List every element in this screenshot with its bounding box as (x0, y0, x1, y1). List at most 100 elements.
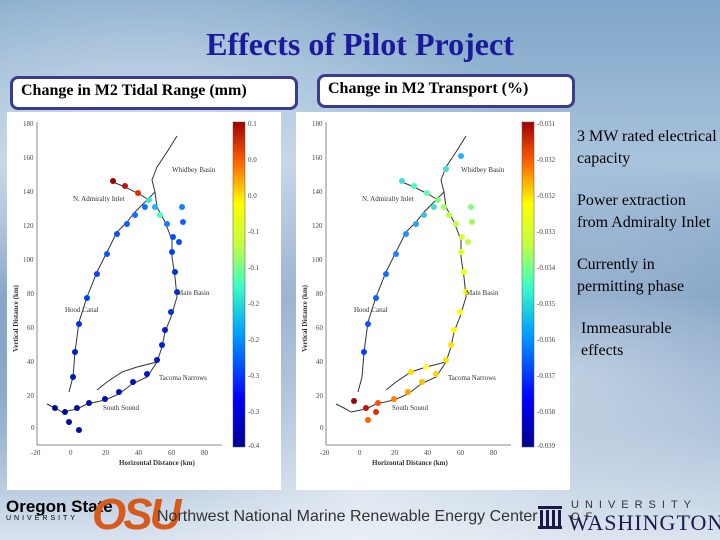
y-tick: 180 (312, 120, 323, 128)
label-hood: Hood Canal (354, 306, 388, 314)
label-admiralty: N. Admiralty Inlet (362, 195, 414, 203)
label-hood: Hood Canal (65, 306, 99, 314)
transport-label: Change in M2 Transport (%) (317, 74, 575, 108)
cbar-tick: -0.1 (248, 264, 260, 272)
y-tick: 40 (316, 358, 324, 366)
y-tick: 140 (312, 188, 323, 196)
y-tick: 140 (23, 188, 34, 196)
x-tick: 0 (69, 449, 73, 457)
transport-map: 180 160 140 120 100 80 60 40 20 0 -20 0 … (296, 112, 570, 490)
bullet-capacity: 3 MW rated electrical capacity (577, 128, 717, 167)
cbar-tick: -0.037 (537, 372, 556, 380)
y-tick: 100 (23, 256, 34, 264)
cbar-tick: -0.032 (537, 192, 556, 200)
x-tick: 20 (102, 449, 110, 457)
x-tick-labels: -20 0 20 40 60 80 (320, 449, 498, 457)
channel-network (335, 135, 467, 413)
osu-name-line2: UNIVERSITY (6, 515, 79, 522)
transport-points (351, 153, 475, 423)
cbar-tick: -0.2 (248, 336, 260, 344)
y-tick: 60 (316, 324, 324, 332)
cbar-tick: -0.3 (248, 408, 260, 416)
uw-temple-icon (538, 506, 562, 529)
label-south: South Sound (392, 404, 428, 412)
place-labels: Whidbey Basin N. Admiralty Inlet Main Ba… (65, 166, 216, 412)
cbar-tick: -0.038 (537, 408, 556, 416)
x-tick: -20 (320, 449, 330, 457)
x-tick-labels: -20 0 20 40 60 80 (31, 449, 209, 457)
colorbar (521, 121, 535, 448)
label-whidbey: Whidbey Basin (461, 166, 505, 174)
y-axis-label: Vertical Distance (km) (301, 284, 309, 352)
y-tick: 120 (312, 222, 323, 230)
place-labels: Whidbey Basin N. Admiralty Inlet Main Ba… (354, 166, 505, 412)
cbar-tick: -0.1 (248, 228, 260, 236)
footer-center-text: Northwest National Marine Renewable Ener… (157, 508, 538, 525)
channel-network (46, 135, 178, 413)
cbar-tick: 0.1 (248, 120, 257, 128)
osu-logo: OSU (92, 490, 181, 539)
colorbar-ticks: -0.031 -0.032 -0.032 -0.033 -0.034 -0.03… (537, 120, 556, 450)
slide-title: Effects of Pilot Project (206, 26, 514, 62)
tidal-range-label: Change in M2 Tidal Range (mm) (10, 76, 298, 110)
cbar-tick: -0.2 (248, 300, 260, 308)
y-tick: 20 (27, 392, 35, 400)
tidal-range-points (52, 178, 186, 433)
x-axis-label: Horizontal Distance (km) (119, 459, 195, 467)
y-tick: 0 (31, 424, 35, 432)
x-tick: 40 (424, 449, 432, 457)
label-main: Main Basin (177, 289, 210, 297)
osu-name-line1: Oregon State (6, 497, 113, 516)
x-tick: 20 (391, 449, 399, 457)
y-tick-labels: 180 160 140 120 100 80 60 40 20 0 (23, 120, 35, 432)
uw-logo-top: UNIVERSITY OF (571, 499, 697, 523)
cbar-tick: -0.031 (537, 120, 556, 128)
cbar-tick: -0.036 (537, 336, 556, 344)
y-tick: 80 (27, 290, 35, 298)
y-tick-labels: 180 160 140 120 100 80 60 40 20 0 (312, 120, 324, 432)
y-tick: 100 (312, 256, 323, 264)
bullet-permitting: Currently in permitting phase (577, 256, 685, 295)
x-axis-label: Horizontal Distance (km) (372, 459, 448, 467)
x-tick: 60 (457, 449, 465, 457)
x-tick: 0 (358, 449, 362, 457)
colorbar (232, 121, 246, 448)
x-tick: -20 (31, 449, 41, 457)
uw-logo-main: WASHINGTON (568, 510, 720, 535)
y-tick: 120 (23, 222, 34, 230)
bullet-list: 3 MW rated electrical capacity Power ext… (577, 126, 717, 382)
cbar-tick: -0.034 (537, 264, 556, 272)
y-axis-label: Vertical Distance (km) (12, 284, 20, 352)
y-tick: 80 (316, 290, 324, 298)
x-tick: 80 (490, 449, 498, 457)
y-tick: 0 (320, 424, 324, 432)
y-tick: 20 (316, 392, 324, 400)
cbar-tick: 0.0 (248, 156, 257, 164)
y-tick: 180 (23, 120, 34, 128)
label-south: South Sound (103, 404, 139, 412)
cbar-tick: -0.035 (537, 300, 556, 308)
x-tick: 60 (168, 449, 176, 457)
cbar-tick: -0.032 (537, 156, 556, 164)
bullet-power-extraction: Power extraction from Admiralty Inlet (577, 192, 711, 231)
tidal-range-map: 180 160 140 120 100 80 60 40 20 0 -20 0 … (7, 112, 281, 490)
y-tick: 160 (23, 154, 34, 162)
x-tick: 80 (201, 449, 209, 457)
cbar-tick: -0.3 (248, 372, 260, 380)
bullet-effects: Immeasurable effects (581, 320, 672, 359)
y-tick: 60 (27, 324, 35, 332)
oregon-state-logo: Oregon State UNIVERSITY (6, 498, 113, 522)
colorbar-ticks: 0.1 0.0 0.0 -0.1 -0.1 -0.2 -0.2 -0.3 -0.… (248, 120, 260, 450)
label-tacoma: Tacoma Narrows (159, 374, 207, 382)
cbar-tick: -0.4 (248, 442, 260, 450)
label-main: Main Basin (466, 289, 499, 297)
label-admiralty: N. Admiralty Inlet (73, 195, 125, 203)
y-tick: 40 (27, 358, 35, 366)
label-tacoma: Tacoma Narrows (448, 374, 496, 382)
cbar-tick: 0.0 (248, 192, 257, 200)
cbar-tick: -0.033 (537, 228, 556, 236)
label-whidbey: Whidbey Basin (172, 166, 216, 174)
x-tick: 40 (135, 449, 143, 457)
cbar-tick: -0.039 (537, 442, 556, 450)
y-tick: 160 (312, 154, 323, 162)
